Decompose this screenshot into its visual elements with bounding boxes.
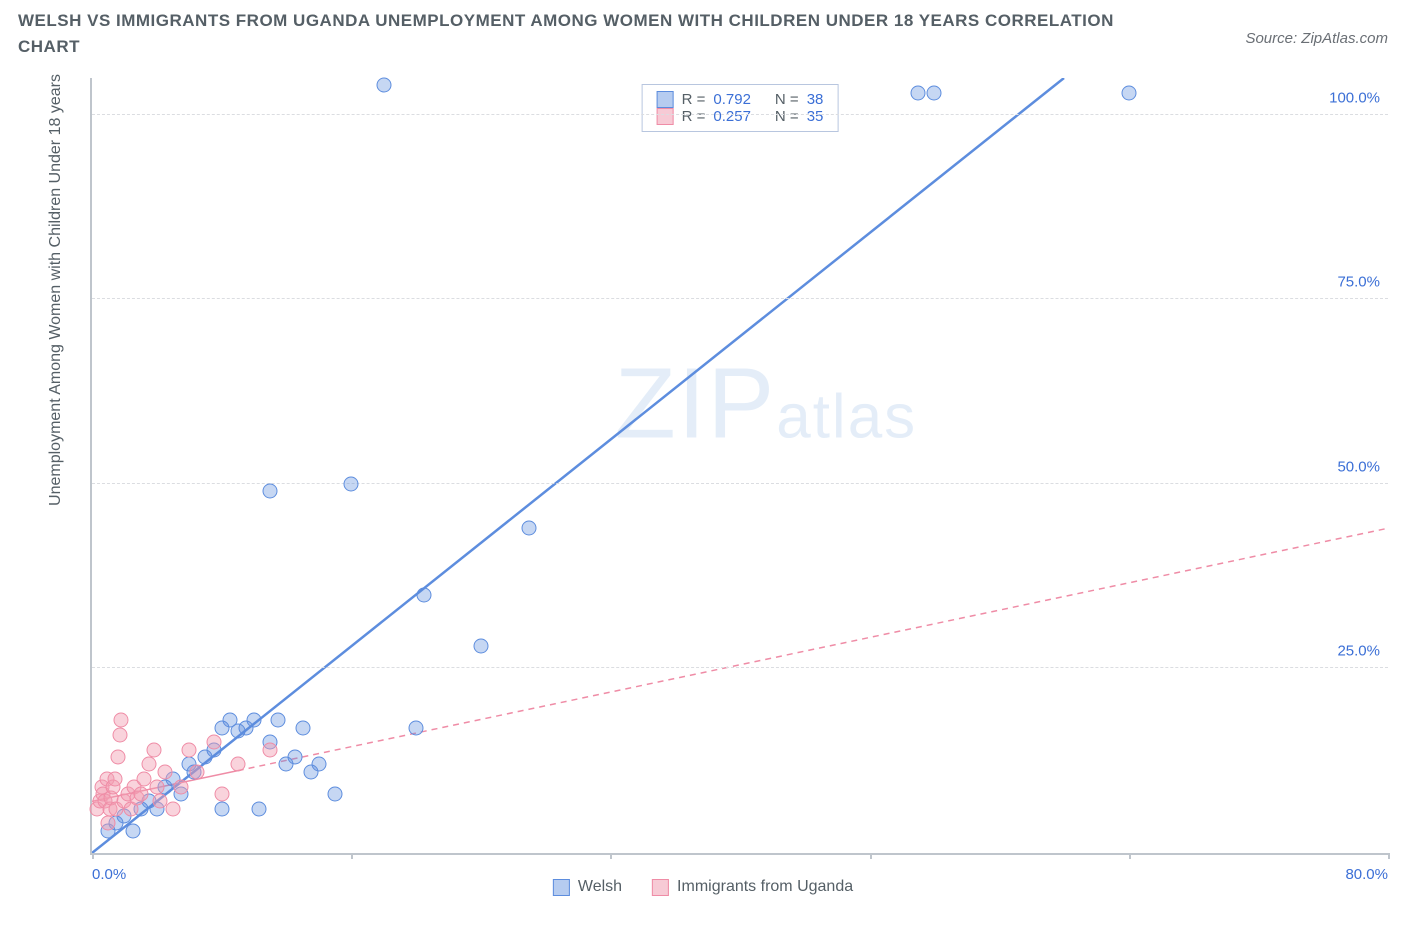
scatter-plot: ZIPatlas R = 0.792 N = 38 R = 0.257 N = … — [90, 78, 1388, 855]
r-value-welsh: 0.792 — [713, 91, 751, 108]
data-point — [417, 587, 432, 602]
source-attribution: Source: ZipAtlas.com — [1245, 30, 1388, 47]
data-point — [263, 484, 278, 499]
legend-swatch-blue — [657, 91, 674, 108]
data-point — [174, 779, 189, 794]
watermark: ZIPatlas — [615, 346, 918, 461]
data-point — [911, 85, 926, 100]
data-point — [146, 742, 161, 757]
legend-label-welsh: Welsh — [578, 878, 622, 896]
data-point — [271, 713, 286, 728]
data-point — [141, 757, 156, 772]
data-point — [149, 779, 164, 794]
data-point — [1121, 85, 1136, 100]
data-point — [263, 742, 278, 757]
y-tick-label: 75.0% — [1337, 274, 1380, 291]
correlation-legend: R = 0.792 N = 38 R = 0.257 N = 35 — [642, 84, 839, 132]
data-point — [927, 85, 942, 100]
data-point — [328, 786, 343, 801]
legend-swatch-pink — [657, 108, 674, 125]
x-tick-label: 0.0% — [92, 866, 126, 883]
y-tick-label: 50.0% — [1337, 458, 1380, 475]
data-point — [101, 816, 116, 831]
legend-label-uganda: Immigrants from Uganda — [677, 878, 853, 896]
data-point — [230, 757, 245, 772]
y-tick-label: 100.0% — [1329, 89, 1380, 106]
data-point — [114, 713, 129, 728]
n-value-welsh: 38 — [807, 91, 824, 108]
data-point — [133, 786, 148, 801]
series-legend: Welsh Immigrants from Uganda — [553, 878, 853, 896]
data-point — [110, 750, 125, 765]
n-value-uganda: 35 — [807, 108, 824, 125]
data-point — [311, 757, 326, 772]
data-point — [376, 78, 391, 93]
data-point — [214, 801, 229, 816]
data-point — [522, 521, 537, 536]
data-point — [107, 772, 122, 787]
data-point — [125, 823, 140, 838]
y-axis-label: Unemployment Among Women with Children U… — [47, 74, 65, 506]
x-tick-label: 80.0% — [1345, 866, 1388, 883]
y-tick-label: 25.0% — [1337, 643, 1380, 660]
data-point — [166, 801, 181, 816]
data-point — [295, 720, 310, 735]
data-point — [206, 735, 221, 750]
legend-swatch-uganda — [652, 879, 669, 896]
data-point — [190, 764, 205, 779]
data-point — [112, 727, 127, 742]
r-value-uganda: 0.257 — [713, 108, 751, 125]
data-point — [473, 639, 488, 654]
data-point — [251, 801, 266, 816]
data-point — [409, 720, 424, 735]
data-point — [157, 764, 172, 779]
data-point — [182, 742, 197, 757]
chart-title: WELSH VS IMMIGRANTS FROM UGANDA UNEMPLOY… — [18, 8, 1118, 59]
data-point — [344, 476, 359, 491]
data-point — [247, 713, 262, 728]
data-point — [214, 786, 229, 801]
legend-swatch-welsh — [553, 879, 570, 896]
data-point — [287, 750, 302, 765]
